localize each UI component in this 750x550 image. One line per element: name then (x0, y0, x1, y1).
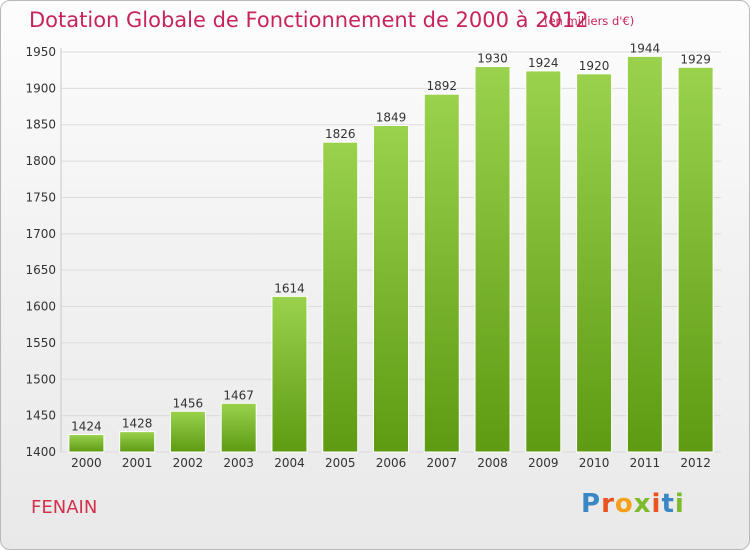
bar (119, 431, 156, 453)
logo-letter: P (581, 489, 602, 519)
bar-series (68, 55, 714, 453)
y-tick-label: 1950 (25, 45, 56, 59)
y-tick-label: 1700 (25, 227, 56, 241)
y-tick-label: 1750 (25, 190, 56, 204)
x-tick-label: 2000 (71, 456, 102, 470)
bar (677, 66, 714, 453)
bar (373, 124, 409, 453)
y-axis-labels: 1400 1450 1500 1550 1600 1650 1700 1750 1800 1850… (25, 45, 56, 459)
x-tick-label: 2001 (122, 456, 153, 470)
bar (423, 93, 460, 453)
bar-chart: 1400 1450 1500 1550 1600 1650 1700 1750 1800 1850… (25, 41, 721, 470)
bar (68, 434, 105, 453)
chart-unit: (en milliers d'€) (544, 14, 635, 28)
y-tick-label: 1500 (25, 372, 56, 386)
y-tick-label: 1650 (25, 263, 56, 277)
x-tick-label: 2005 (325, 456, 356, 470)
bar (474, 66, 511, 453)
bar (271, 295, 308, 453)
data-label: 1930 (477, 52, 508, 66)
y-tick-label: 1800 (25, 154, 56, 168)
bar (576, 73, 613, 453)
y-tick-label: 1550 (25, 336, 56, 350)
y-tick-label: 1400 (25, 445, 56, 459)
x-tick-label: 2007 (426, 456, 457, 470)
data-label: 1929 (680, 52, 711, 66)
x-axis-labels: 2000 2001 2002 2003 2004 2005 2006 2007 2008 2009… (71, 456, 711, 470)
logo-letter: o (614, 489, 634, 519)
data-label: 1892 (426, 79, 457, 93)
bar (322, 141, 359, 453)
x-tick-label: 2008 (477, 456, 508, 470)
chart-title: Dotation Globale de Fonctionnement de 20… (29, 8, 589, 32)
data-label: 1944 (630, 41, 661, 55)
data-label: 1614 (274, 281, 305, 295)
bar (220, 402, 257, 453)
data-label: 1920 (579, 59, 610, 73)
commune-name: FENAIN (31, 497, 98, 518)
logo-letter: r (601, 489, 615, 519)
data-label: 1826 (325, 127, 356, 141)
bar (626, 55, 663, 453)
data-label: 1424 (71, 420, 102, 434)
x-tick-label: 2011 (630, 456, 661, 470)
data-label: 1924 (528, 56, 559, 70)
x-tick-label: 2010 (579, 456, 610, 470)
logo-letter: x (633, 489, 652, 519)
y-tick-label: 1600 (25, 300, 56, 314)
x-tick-label: 2002 (173, 456, 204, 470)
x-tick-label: 2003 (223, 456, 254, 470)
data-label: 1428 (122, 417, 153, 431)
logo-letter: i (651, 489, 662, 519)
logo-letter: t (661, 489, 675, 519)
data-label: 1456 (173, 396, 204, 410)
x-tick-label: 2012 (680, 456, 711, 470)
y-tick-label: 1450 (25, 409, 56, 423)
x-tick-label: 2006 (376, 456, 407, 470)
logo-letter: i (674, 489, 685, 519)
proxiti-logo: Proxiti (581, 489, 685, 519)
bar (525, 70, 562, 453)
y-tick-label: 1900 (25, 81, 56, 95)
x-tick-label: 2004 (274, 456, 305, 470)
data-label: 1467 (223, 388, 254, 402)
data-labels: 1424 1428 1456 1467 1614 1826 1849 1892 1930 1924… (71, 41, 711, 433)
bar (169, 410, 206, 453)
y-tick-label: 1850 (25, 118, 56, 132)
x-tick-label: 2009 (528, 456, 559, 470)
data-label: 1849 (376, 110, 407, 124)
